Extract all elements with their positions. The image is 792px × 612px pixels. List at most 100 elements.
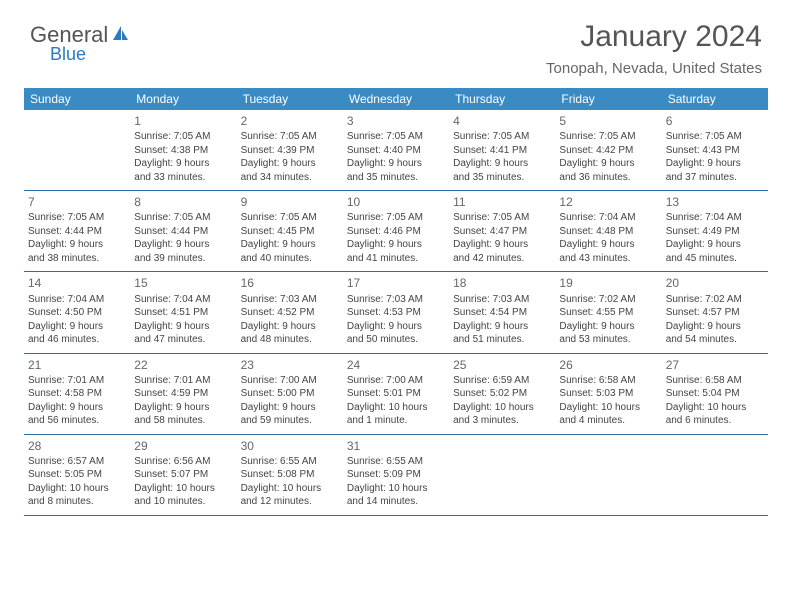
day-info-line: Sunset: 5:03 PM [559, 387, 657, 401]
day-cell: 27Sunrise: 6:58 AMSunset: 5:04 PMDayligh… [662, 354, 768, 434]
day-cell: 15Sunrise: 7:04 AMSunset: 4:51 PMDayligh… [130, 272, 236, 352]
day-info-line: Daylight: 9 hours [453, 238, 551, 252]
day-info-line: and 38 minutes. [28, 252, 126, 266]
day-cell: 1Sunrise: 7:05 AMSunset: 4:38 PMDaylight… [130, 110, 236, 190]
day-info-line: Sunset: 4:45 PM [241, 225, 339, 239]
day-info-line: Sunset: 4:46 PM [347, 225, 445, 239]
day-info-line: Sunrise: 7:05 AM [453, 130, 551, 144]
day-number: 29 [134, 438, 232, 454]
sail-icon [111, 24, 131, 42]
day-info-line: and 41 minutes. [347, 252, 445, 266]
day-number: 5 [559, 113, 657, 129]
day-info-line: Daylight: 9 hours [559, 320, 657, 334]
day-cell: 22Sunrise: 7:01 AMSunset: 4:59 PMDayligh… [130, 354, 236, 434]
day-cell: 2Sunrise: 7:05 AMSunset: 4:39 PMDaylight… [237, 110, 343, 190]
day-header: Tuesday [237, 88, 343, 110]
day-info-line: Sunset: 5:09 PM [347, 468, 445, 482]
day-number: 4 [453, 113, 551, 129]
day-info-line: Sunrise: 7:05 AM [241, 211, 339, 225]
day-info-line: Sunrise: 7:04 AM [28, 293, 126, 307]
day-info-line: and 3 minutes. [453, 414, 551, 428]
day-info-line: Sunrise: 7:04 AM [134, 293, 232, 307]
day-info-line: Daylight: 9 hours [666, 238, 764, 252]
day-cell: 30Sunrise: 6:55 AMSunset: 5:08 PMDayligh… [237, 435, 343, 515]
day-info-line: and 36 minutes. [559, 171, 657, 185]
day-info-line: Sunrise: 7:05 AM [559, 130, 657, 144]
day-cell: 12Sunrise: 7:04 AMSunset: 4:48 PMDayligh… [555, 191, 661, 271]
day-info-line: and 39 minutes. [134, 252, 232, 266]
day-info-line: and 40 minutes. [241, 252, 339, 266]
day-cell: 23Sunrise: 7:00 AMSunset: 5:00 PMDayligh… [237, 354, 343, 434]
day-info-line: Sunrise: 6:58 AM [666, 374, 764, 388]
day-cell: 5Sunrise: 7:05 AMSunset: 4:42 PMDaylight… [555, 110, 661, 190]
day-header: Thursday [449, 88, 555, 110]
day-info-line: and 54 minutes. [666, 333, 764, 347]
day-info-line: Daylight: 9 hours [241, 157, 339, 171]
day-info-line: and 33 minutes. [134, 171, 232, 185]
day-cell: 29Sunrise: 6:56 AMSunset: 5:07 PMDayligh… [130, 435, 236, 515]
day-info-line: Daylight: 9 hours [347, 157, 445, 171]
day-info-line: and 10 minutes. [134, 495, 232, 509]
day-info-line: Sunset: 4:48 PM [559, 225, 657, 239]
day-number: 3 [347, 113, 445, 129]
day-number: 17 [347, 275, 445, 291]
day-info-line: Sunset: 4:40 PM [347, 144, 445, 158]
day-number: 9 [241, 194, 339, 210]
day-cell: 6Sunrise: 7:05 AMSunset: 4:43 PMDaylight… [662, 110, 768, 190]
day-info-line: and 58 minutes. [134, 414, 232, 428]
day-info-line: Sunset: 5:07 PM [134, 468, 232, 482]
day-number: 21 [28, 357, 126, 373]
day-info-line: Sunrise: 7:05 AM [666, 130, 764, 144]
day-cell: 16Sunrise: 7:03 AMSunset: 4:52 PMDayligh… [237, 272, 343, 352]
day-info-line: Daylight: 9 hours [347, 238, 445, 252]
day-header: Saturday [662, 88, 768, 110]
day-info-line: Sunset: 4:42 PM [559, 144, 657, 158]
day-info-line: Sunset: 4:50 PM [28, 306, 126, 320]
day-cell: 19Sunrise: 7:02 AMSunset: 4:55 PMDayligh… [555, 272, 661, 352]
day-info-line: and 12 minutes. [241, 495, 339, 509]
day-info-line: Sunrise: 7:04 AM [666, 211, 764, 225]
day-cell: 25Sunrise: 6:59 AMSunset: 5:02 PMDayligh… [449, 354, 555, 434]
day-cell: 17Sunrise: 7:03 AMSunset: 4:53 PMDayligh… [343, 272, 449, 352]
day-info-line: Sunset: 4:44 PM [134, 225, 232, 239]
day-info-line: Daylight: 9 hours [666, 157, 764, 171]
day-info-line: Sunset: 4:38 PM [134, 144, 232, 158]
day-info-line: Sunrise: 7:02 AM [666, 293, 764, 307]
day-info-line: Daylight: 9 hours [134, 401, 232, 415]
day-cell: 14Sunrise: 7:04 AMSunset: 4:50 PMDayligh… [24, 272, 130, 352]
day-cell: 7Sunrise: 7:05 AMSunset: 4:44 PMDaylight… [24, 191, 130, 271]
day-cell: 26Sunrise: 6:58 AMSunset: 5:03 PMDayligh… [555, 354, 661, 434]
day-info-line: Sunrise: 7:00 AM [241, 374, 339, 388]
day-number: 20 [666, 275, 764, 291]
day-info-line: and 37 minutes. [666, 171, 764, 185]
day-info-line: Daylight: 9 hours [453, 320, 551, 334]
day-number: 11 [453, 194, 551, 210]
day-info-line: Daylight: 10 hours [134, 482, 232, 496]
day-info-line: Sunset: 5:01 PM [347, 387, 445, 401]
day-info-line: Sunset: 4:55 PM [559, 306, 657, 320]
day-number: 15 [134, 275, 232, 291]
day-info-line: Sunrise: 7:03 AM [347, 293, 445, 307]
day-info-line: Daylight: 10 hours [453, 401, 551, 415]
day-info-line: Daylight: 10 hours [347, 401, 445, 415]
day-header: Sunday [24, 88, 130, 110]
day-info-line: Daylight: 9 hours [28, 238, 126, 252]
day-cell [662, 435, 768, 515]
location-subtitle: Tonopah, Nevada, United States [546, 60, 762, 77]
day-info-line: Sunrise: 6:56 AM [134, 455, 232, 469]
day-info-line: and 53 minutes. [559, 333, 657, 347]
day-info-line: and 4 minutes. [559, 414, 657, 428]
day-number: 28 [28, 438, 126, 454]
day-number: 2 [241, 113, 339, 129]
day-info-line: Sunrise: 7:01 AM [28, 374, 126, 388]
day-info-line: Daylight: 9 hours [453, 157, 551, 171]
day-info-line: Daylight: 9 hours [28, 401, 126, 415]
day-cell: 8Sunrise: 7:05 AMSunset: 4:44 PMDaylight… [130, 191, 236, 271]
day-info-line: and 35 minutes. [453, 171, 551, 185]
day-info-line: Sunrise: 6:57 AM [28, 455, 126, 469]
day-header-row: SundayMondayTuesdayWednesdayThursdayFrid… [24, 88, 768, 110]
day-info-line: Daylight: 9 hours [241, 238, 339, 252]
day-info-line: Daylight: 9 hours [28, 320, 126, 334]
day-info-line: Sunset: 4:53 PM [347, 306, 445, 320]
day-info-line: Sunset: 4:41 PM [453, 144, 551, 158]
